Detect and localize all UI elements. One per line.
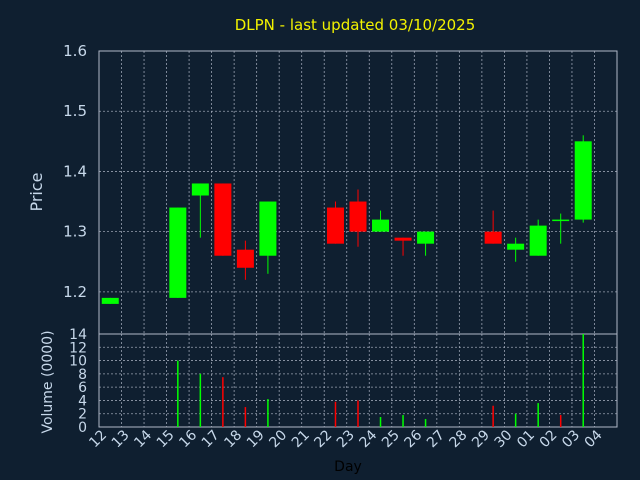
volume-bar bbox=[424, 419, 427, 427]
volume-bar bbox=[334, 401, 337, 427]
volume-bar bbox=[537, 403, 539, 427]
candle-body bbox=[191, 183, 209, 196]
volume-bar bbox=[244, 407, 247, 427]
candle-body bbox=[507, 243, 525, 250]
volume-bar bbox=[402, 415, 404, 427]
price-tick-label: 1.4 bbox=[63, 162, 87, 180]
candle-body bbox=[236, 249, 254, 268]
candle-body bbox=[101, 297, 119, 304]
volume-tick-label: 8 bbox=[78, 367, 87, 383]
volume-tick-label: 2 bbox=[78, 407, 87, 423]
candle-body bbox=[552, 219, 570, 222]
volume-tick-label: 12 bbox=[69, 340, 87, 356]
volume-bar bbox=[514, 413, 517, 427]
volume-bar bbox=[492, 405, 494, 427]
candle-body bbox=[484, 231, 502, 244]
chart-title: DLPN - last updated 03/10/2025 bbox=[235, 16, 476, 34]
price-tick-label: 1.2 bbox=[63, 283, 87, 301]
volume-bar bbox=[222, 377, 224, 427]
price-axis-label: Price bbox=[27, 172, 46, 211]
candle-body bbox=[372, 219, 390, 232]
candle-body bbox=[394, 237, 412, 241]
volume-bar bbox=[379, 417, 382, 427]
candle-body bbox=[326, 207, 344, 244]
volume-bar bbox=[199, 373, 202, 427]
volume-bar bbox=[582, 334, 584, 427]
candle-body bbox=[529, 225, 547, 256]
price-grid bbox=[98, 50, 618, 335]
price-tick-label: 1.6 bbox=[63, 42, 87, 60]
volume-tick-label: 4 bbox=[78, 393, 87, 409]
x-axis-label: Day bbox=[334, 459, 362, 475]
price-tick-label: 1.3 bbox=[63, 223, 87, 241]
volume-tick-label: 6 bbox=[78, 380, 87, 396]
volume-tick-label: 0 bbox=[78, 420, 87, 436]
candle-body bbox=[417, 231, 435, 244]
volume-tick-label: 10 bbox=[69, 354, 87, 370]
volume-bar bbox=[559, 415, 562, 427]
volume-bars bbox=[177, 334, 584, 427]
candle-body bbox=[259, 201, 277, 256]
volume-bar bbox=[267, 399, 269, 427]
price-candles bbox=[101, 135, 592, 304]
volume-bar bbox=[357, 400, 359, 427]
candle-body bbox=[349, 201, 367, 232]
volume-bar bbox=[177, 360, 179, 427]
price-tick-label: 1.5 bbox=[63, 102, 87, 120]
candle-body bbox=[574, 141, 592, 220]
volume-tick-label: 14 bbox=[69, 327, 87, 343]
volume-axis-label: Volume (0000) bbox=[40, 330, 56, 433]
candle-body bbox=[214, 183, 232, 256]
candle-body bbox=[169, 207, 187, 298]
